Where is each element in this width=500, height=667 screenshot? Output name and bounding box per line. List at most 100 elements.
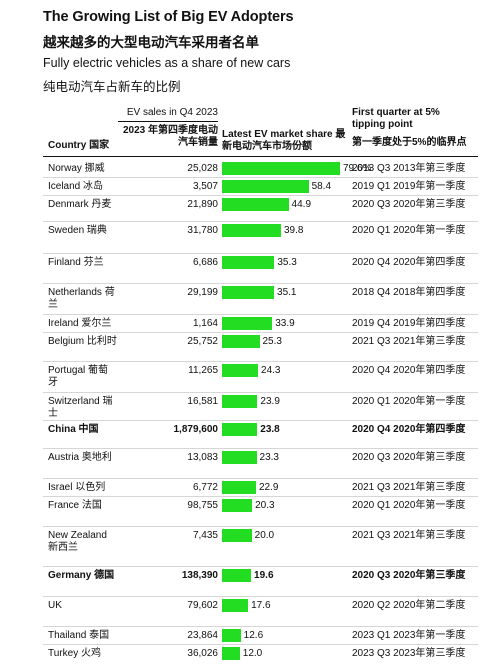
country-cell: Netherlands 荷兰 — [48, 287, 115, 310]
chart-subtitle: Fully electric vehicles as a share of ne… — [43, 56, 291, 70]
share-value-label: 22.9 — [258, 482, 279, 493]
tipping-point-cell: 2020 Q4 2020年第四季度 — [352, 365, 466, 376]
table-row: Switzerland 瑞士 16,581 23.9 2020 Q1 2020年第一季… — [0, 393, 500, 421]
tipping-point-cell: 2021 Q3 2021年第三季度 — [352, 482, 466, 493]
country-cell: Sweden 瑞典 — [48, 225, 107, 236]
share-value-label: 23.3 — [259, 452, 279, 463]
country-cell: Switzerland 瑞士 — [48, 396, 113, 419]
table-row: Germany 德国 138,390 19.6 2020 Q3 2020年第三季度 — [0, 567, 500, 597]
row-separator — [43, 478, 478, 479]
sales-cell: 16,581 — [187, 396, 218, 407]
row-separator — [43, 332, 478, 333]
sales-cell: 23,864 — [187, 630, 218, 641]
row-separator — [43, 420, 478, 421]
tipping-point-cell: 2020 Q4 2020年第四季度 — [352, 424, 466, 435]
row-separator — [43, 496, 478, 497]
table-row: Ireland 爱尔兰 1,164 33.9 2019 Q4 2019年第四季度 — [0, 315, 500, 333]
country-cell: China 中国 — [48, 424, 99, 435]
sales-header-rule — [118, 121, 218, 122]
sales-column-header-chinese: 2023 年第四季度电动汽车销量 — [122, 125, 218, 148]
share-value-label: 35.3 — [277, 257, 297, 268]
share-bar — [222, 395, 258, 408]
country-cell: Denmark 丹麦 — [48, 199, 112, 210]
country-column-header: Country 国家 — [48, 140, 110, 151]
sales-cell: 6,686 — [192, 257, 218, 268]
tipping-point-cell: 2020 Q4 2020年第四季度 — [352, 257, 466, 268]
table-row: Denmark 丹麦 21,890 44.9 2020 Q3 2020年第三季度 — [0, 196, 500, 222]
sales-cell: 21,890 — [187, 199, 218, 210]
tipping-point-cell: 2020 Q2 2020年第二季度 — [352, 600, 466, 611]
sales-cell: 25,752 — [187, 336, 218, 347]
table-row: Sweden 瑞典 31,780 39.8 2020 Q1 2020年第一季度 — [0, 222, 500, 254]
share-bar — [222, 451, 257, 464]
share-bar — [222, 423, 258, 436]
tipping-point-cell: 2021 Q3 2021年第三季度 — [352, 530, 466, 541]
row-separator — [43, 221, 478, 222]
row-separator — [43, 314, 478, 315]
share-value-label: 12.6 — [243, 630, 264, 641]
share-bar — [222, 599, 249, 612]
country-cell: Belgium 比利时 — [48, 336, 117, 347]
share-value-label: 19.6 — [254, 570, 274, 581]
tipping-point-cell: 2020 Q3 2020年第三季度 — [352, 570, 466, 581]
table-row: New Zealand 新西兰 7,435 20.0 2021 Q3 2021年第三季… — [0, 527, 500, 567]
header-rule — [43, 156, 478, 157]
tipping-point-cell: 2021 Q3 2021年第三季度 — [352, 336, 466, 347]
sales-cell: 31,780 — [187, 225, 218, 236]
sales-cell: 7,435 — [192, 530, 218, 541]
share-value-label: 44.9 — [291, 199, 312, 210]
share-bar — [222, 198, 289, 211]
chart-title: The Growing List of Big EV Adopters — [43, 9, 294, 25]
row-separator — [43, 644, 478, 645]
table-row: Austria 奥地利 13,083 23.3 2020 Q3 2020年第三季度 — [0, 449, 500, 479]
sales-cell: 25,028 — [187, 163, 218, 174]
sales-cell: 1,879,600 — [173, 424, 219, 435]
share-value-label: 79.6% — [343, 163, 372, 174]
sales-cell: 138,390 — [181, 570, 218, 581]
share-value-label: 20.3 — [255, 500, 275, 511]
table-row: UK 79,602 17.6 2020 Q2 2020年第二季度 — [0, 597, 500, 627]
row-separator — [43, 253, 478, 254]
country-cell: France 法国 — [48, 500, 102, 511]
share-value-label: 23.9 — [260, 396, 280, 407]
share-bar — [222, 499, 253, 512]
chart-title-chinese: 越来越多的大型电动汽车采用者名单 — [43, 35, 259, 50]
sales-cell: 29,199 — [187, 287, 218, 298]
sales-column-header: EV sales in Q4 2023 — [126, 107, 218, 118]
table-row: Israel 以色列 6,772 22.9 2021 Q3 2021年第三季度 — [0, 479, 500, 497]
share-value-label: 24.3 — [261, 365, 281, 376]
tipping-point-cell: 2020 Q3 2020年第三季度 — [352, 452, 466, 463]
share-bar — [222, 256, 275, 269]
share-bar — [222, 629, 241, 642]
table-row: Thailand 泰国 23,864 12.6 2023 Q1 2023年第一季度 — [0, 627, 500, 645]
share-bar — [222, 569, 252, 582]
sales-cell: 6,772 — [192, 482, 218, 493]
country-cell: Ireland 爱尔兰 — [48, 318, 112, 329]
share-bar — [222, 317, 273, 330]
country-cell: Finland 芬兰 — [48, 257, 104, 268]
tipping-point-cell: 2019 Q4 2019年第四季度 — [352, 318, 466, 329]
share-value-label: 39.8 — [284, 225, 304, 236]
share-bar — [222, 286, 275, 299]
tipping-point-cell: 2019 Q1 2019年第一季度 — [352, 181, 466, 192]
table-row: Portugal 葡萄牙 11,265 24.3 2020 Q4 2020年第四季度 — [0, 362, 500, 393]
share-value-label: 17.6 — [251, 600, 271, 611]
tipping-point-cell: 2020 Q1 2020年第一季度 — [352, 396, 466, 407]
share-value-label: 35.1 — [277, 287, 297, 298]
tipping-column-header-chinese: 第一季度处于5%的临界点 — [352, 137, 467, 148]
share-bar — [222, 481, 256, 494]
table-row: Turkey 火鸡 36,026 12.0 2023 Q3 2023年第三季度 — [0, 645, 500, 663]
sales-cell: 13,083 — [187, 452, 218, 463]
tipping-point-cell: 2023 Q3 2023年第三季度 — [352, 648, 466, 659]
sales-cell: 79,602 — [187, 600, 218, 611]
share-bar — [222, 224, 281, 237]
table-row: China 中国 1,879,600 23.8 2020 Q4 2020年第四季度 — [0, 421, 500, 449]
tipping-point-cell: 2020 Q3 2020年第三季度 — [352, 199, 466, 210]
chart-subtitle-chinese: 纯电动汽车占新车的比例 — [43, 80, 181, 94]
share-bar — [222, 335, 260, 348]
share-value-label: 12.0 — [242, 648, 263, 659]
country-cell: Iceland 冰岛 — [48, 181, 104, 192]
tipping-point-cell: 2023 Q1 2023年第一季度 — [352, 630, 466, 641]
table-row: France 法国 98,755 20.3 2020 Q1 2020年第一季度 — [0, 497, 500, 527]
